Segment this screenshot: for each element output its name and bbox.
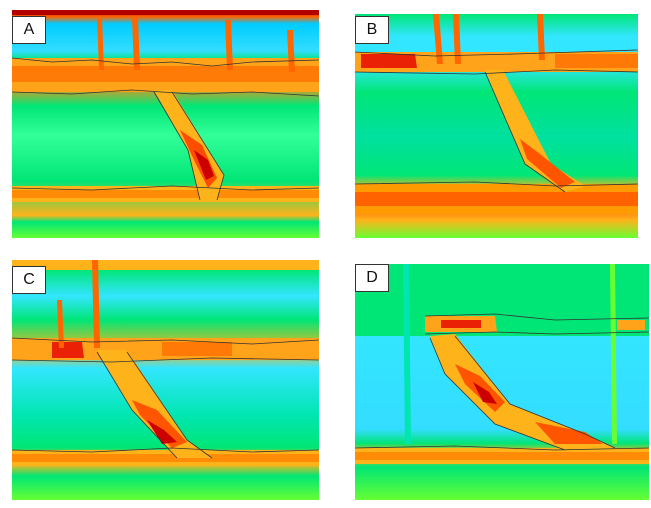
panel-label-b: B [355,16,389,44]
panel-label-a: A [12,16,46,44]
panel-label-d: D [355,264,389,292]
pressure-topography-panel-a [12,10,319,238]
pressure-topography-panel-b [355,14,638,238]
pressure-topography-panel-c [12,260,319,500]
panel-label-c: C [12,266,46,294]
pressure-topography-panel-d [355,264,649,500]
